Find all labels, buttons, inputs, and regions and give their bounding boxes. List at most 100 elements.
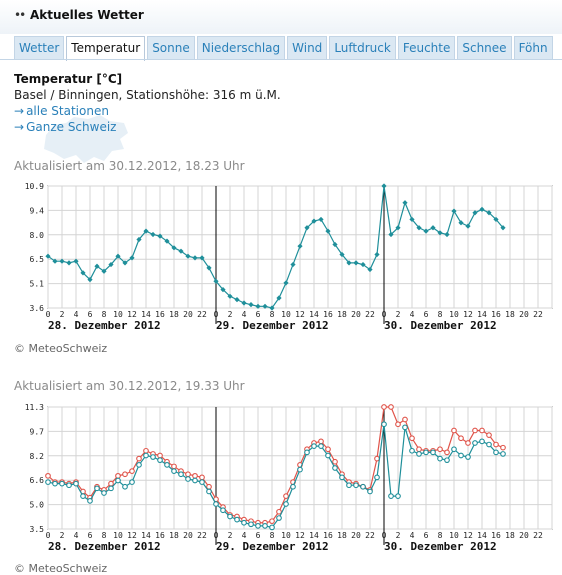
- x-tick-label: 14: [309, 531, 319, 540]
- data-point: [332, 241, 338, 248]
- x-tick-label: 4: [410, 310, 415, 319]
- link-alle-stationen[interactable]: → alle Stationen: [14, 104, 109, 118]
- data-point: [185, 476, 191, 482]
- x-tick-label: 16: [155, 531, 165, 540]
- data-point: [360, 483, 366, 490]
- data-point: [339, 251, 345, 258]
- data-point: [206, 265, 212, 271]
- tab-wetter[interactable]: Wetter: [14, 36, 65, 59]
- data-point: [269, 305, 275, 311]
- data-point: [101, 268, 107, 274]
- arrow-right-icon: →: [14, 120, 25, 134]
- data-point: [416, 225, 422, 231]
- x-tick-label: 2: [396, 310, 401, 319]
- data-point: [108, 485, 114, 492]
- data-point: [87, 497, 93, 504]
- link-ganze-schweiz[interactable]: → Ganze Schweiz: [14, 120, 116, 134]
- data-point: [416, 451, 422, 457]
- x-tick-label: 18: [505, 531, 515, 540]
- data-point: [136, 462, 142, 468]
- data-point: [381, 421, 387, 428]
- tab-foehn[interactable]: Föhn: [513, 36, 553, 59]
- data-point: [143, 452, 149, 459]
- data-point: [472, 440, 478, 446]
- data-point: [374, 455, 380, 462]
- chart1-copyright: © MeteoSchweiz: [14, 342, 108, 355]
- data-point: [136, 236, 142, 243]
- data-point: [192, 477, 198, 484]
- tab-feuchte[interactable]: Feuchte: [397, 36, 456, 59]
- temperature-chart-1: 10.99.48.06.55.13.60 2 4 6 8 10 12 14 16 18 20 22 0 2…: [25, 182, 553, 332]
- data-point: [409, 216, 415, 223]
- data-point: [108, 261, 114, 268]
- x-tick-label: 20: [183, 531, 193, 540]
- data-point: [276, 295, 282, 301]
- chart2-copyright: © MeteoSchweiz: [14, 562, 108, 575]
- data-point: [290, 483, 296, 490]
- x-tick-label: 14: [477, 531, 487, 540]
- data-point: [157, 457, 163, 464]
- chart2-updated: Aktualisiert am 30.12.2012, 19.33 Uhr: [14, 379, 245, 393]
- data-point: [493, 216, 499, 223]
- data-point: [451, 208, 457, 214]
- data-point: [395, 421, 401, 428]
- switzerland-map-icon: [44, 115, 128, 163]
- data-point: [479, 206, 485, 212]
- data-point: [472, 427, 478, 434]
- data-point: [101, 490, 107, 496]
- x-tick-label: 20: [351, 531, 361, 540]
- data-point: [80, 270, 86, 276]
- data-point: [115, 472, 121, 479]
- x-tick-label: 4: [74, 531, 79, 540]
- data-point: [339, 474, 345, 481]
- data-point: [248, 521, 254, 528]
- data-point: [325, 228, 331, 234]
- data-point: [325, 452, 331, 459]
- data-point: [283, 493, 289, 500]
- x-tick-label: 6: [256, 310, 261, 319]
- x-tick-label: 6: [88, 310, 93, 319]
- data-point: [262, 523, 268, 529]
- day-label: 28. Dezember 2012: [48, 540, 161, 553]
- tab-temperatur[interactable]: Temperatur: [66, 36, 146, 61]
- data-point: [164, 462, 170, 468]
- data-point: [73, 480, 79, 487]
- data-point: [444, 449, 450, 456]
- data-point: [416, 446, 422, 453]
- data-point: [423, 449, 429, 456]
- data-point: [318, 216, 324, 223]
- x-tick-label: 12: [463, 310, 473, 319]
- x-tick-label: 12: [295, 310, 305, 319]
- data-point: [493, 449, 499, 456]
- x-tick-label: 16: [155, 310, 165, 319]
- y-tick-label: 3.5: [30, 525, 45, 534]
- y-tick-label: 5.1: [30, 280, 45, 289]
- data-point: [115, 477, 121, 484]
- y-tick-label: 5.0: [30, 501, 45, 510]
- tab-schnee[interactable]: Schnee: [457, 36, 512, 59]
- data-point: [374, 251, 380, 258]
- x-tick-label: 12: [127, 531, 137, 540]
- x-tick-label: 22: [197, 531, 207, 540]
- data-point: [248, 302, 254, 308]
- tab-niederschlag[interactable]: Niederschlag: [196, 36, 286, 59]
- x-tick-label: 8: [438, 531, 443, 540]
- data-point: [213, 501, 219, 507]
- tab-sonne[interactable]: Sonne: [147, 36, 195, 59]
- data-point: [374, 474, 380, 481]
- tab-wind[interactable]: Wind: [287, 36, 328, 59]
- data-point: [136, 455, 142, 462]
- data-point: [465, 454, 471, 460]
- data-point: [430, 225, 436, 231]
- x-tick-label: 2: [60, 310, 65, 319]
- data-point: [402, 200, 408, 206]
- data-point: [80, 493, 86, 500]
- data-point: [171, 463, 177, 470]
- data-point: [283, 501, 289, 507]
- data-point: [346, 260, 352, 266]
- data-point: [311, 218, 317, 224]
- tab-luftdruck[interactable]: Luftdruck: [329, 36, 396, 59]
- day-label: 30. Dezember 2012: [384, 540, 497, 553]
- data-point: [353, 482, 359, 489]
- x-tick-label: 0: [214, 310, 219, 319]
